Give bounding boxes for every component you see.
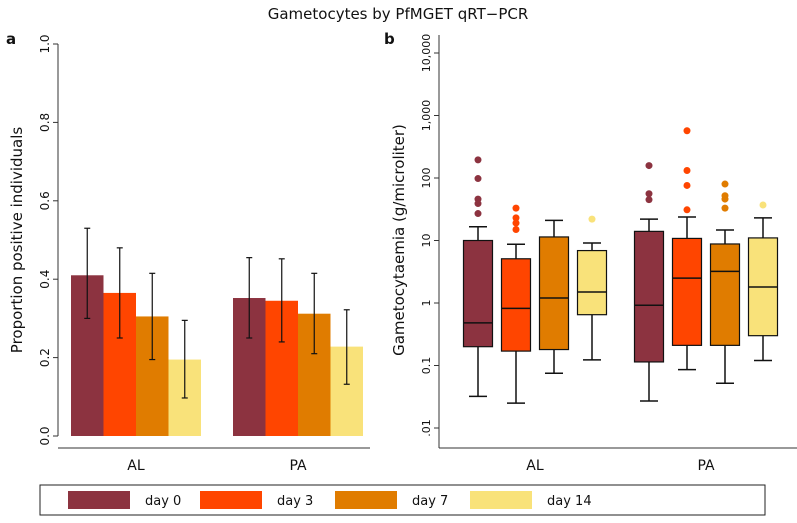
box-PA-day-0 [633,230,665,363]
outlier-point [683,206,691,214]
legend-label: day 7 [412,494,448,509]
y-tick-label: 1 [420,300,433,307]
y-tick-label: 0.2 [38,348,52,367]
outlier-point [474,200,482,208]
outlier-point [721,180,729,188]
legend-frame [39,484,766,516]
y-tick-label: 0.1 [420,357,433,375]
outlier-point [588,215,596,223]
legend-swatch-day-0 [68,491,130,509]
y-tick-label: 0.8 [38,113,52,132]
x-category-label: AL [526,458,544,474]
outlier-point [645,162,653,170]
outlier-point [683,127,691,135]
legend-swatch-day-14 [470,491,532,509]
legend: day 0 day 3 day 7 day 14 [39,484,766,516]
figure-title: Gametocytes by PfMGET qRT−PCR [268,5,529,23]
legend-swatch-day-7 [335,491,397,509]
outlier-point [721,204,729,212]
outlier-point [512,225,520,233]
outlier-point [721,195,729,203]
outlier-point [759,201,767,209]
outlier-point [512,214,520,222]
box-AL-day-7 [538,236,570,351]
panel-b-ylabel: Gametocytaemia (g/microliter) [390,124,408,356]
panel-a-label: a [6,30,16,48]
y-tick-label: 1.0 [38,34,52,53]
y-tick-label: 10,000 [420,34,433,73]
outlier-point [512,219,520,227]
legend-label: day 0 [145,494,181,509]
panel-b-box-chart: .01 0.1 1 10 100 1,000 10,000 AL PA [420,34,797,474]
box-AL-day-14 [576,249,608,316]
panel-a-ylabel: Proportion positive individuals [8,127,26,354]
box-PA-day-3 [671,237,703,346]
y-tick-label: 10 [420,234,433,248]
outlier-point [645,190,653,198]
y-tick-label: .01 [420,419,433,437]
outlier-point [474,175,482,183]
y-tick-label: 0.4 [38,270,52,289]
panel-a-bar-chart: 0.0 0.2 0.4 0.6 0.8 1.0 AL PA [38,34,370,474]
legend-label: day 14 [547,494,592,509]
legend-label: day 3 [277,494,313,509]
y-tick-label: 100 [420,168,433,189]
outlier-point [474,210,482,218]
y-tick-label: 0.0 [38,426,52,445]
outlier-point [645,196,653,204]
x-category-label: AL [127,458,145,474]
box-AL-day-3 [500,258,532,352]
y-tick-label: 0.6 [38,191,52,210]
legend-swatch-day-3 [200,491,262,509]
outlier-point [474,156,482,164]
x-category-label: PA [289,458,307,474]
x-category-label: PA [697,458,715,474]
y-tick-label: 1,000 [420,100,433,132]
outlier-point [683,181,691,189]
outlier-point [512,204,520,212]
panel-b-label: b [384,30,395,48]
outlier-point [683,166,691,174]
box-PA-day-7 [709,243,741,346]
box-AL-day-0 [462,239,494,348]
